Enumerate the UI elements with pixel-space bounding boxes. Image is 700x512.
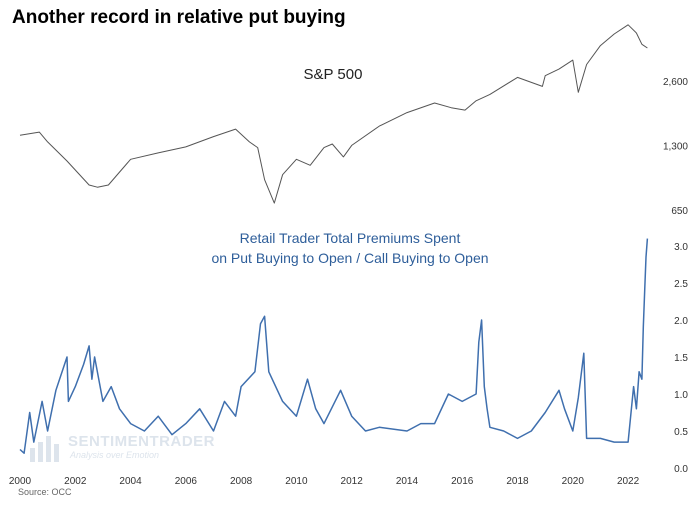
x-tick-label: 2008 [230, 476, 253, 487]
ratio-y-tick-label: 1.0 [674, 390, 688, 401]
spx-panel-label: S&P 500 [304, 66, 363, 83]
ratio-y-tick-label: 2.5 [674, 279, 688, 290]
spx-series-line [19, 24, 648, 204]
x-tick-label: 2006 [175, 476, 198, 487]
chart-title: Another record in relative put buying [12, 7, 346, 28]
ratio-y-tick-label: 2.0 [674, 316, 688, 327]
x-tick-label: 2018 [506, 476, 529, 487]
x-tick-label: 2022 [617, 476, 640, 487]
x-tick-label: 2020 [562, 476, 585, 487]
ratio-y-tick-label: 3.0 [674, 242, 688, 253]
x-tick-label: 2004 [119, 476, 142, 487]
watermark-tagline: Analysis over Emotion [70, 450, 160, 460]
x-tick-label: 2014 [396, 476, 419, 487]
watermark-name: SENTIMENTRADER [68, 433, 216, 450]
spx-y-tick-label: 2,600 [663, 77, 688, 88]
source-note: Source: OCC [18, 487, 72, 497]
ratio-y-tick-label: 0.5 [674, 427, 688, 438]
spx-panel: 650 1,300 2,600 S&P 500 [19, 24, 688, 217]
x-tick-label: 2000 [9, 476, 32, 487]
x-tick-label: 2002 [64, 476, 87, 487]
spx-y-tick-label: 1,300 [663, 141, 688, 152]
x-tick-label: 2010 [285, 476, 308, 487]
ratio-panel-label: Retail Trader Total Premiums Spent on Put… [211, 230, 488, 266]
ratio-y-tick-label: 1.5 [674, 353, 688, 364]
sentimentrader-logo-icon [28, 434, 62, 469]
ratio-y-tick-label: 0.0 [674, 464, 688, 475]
x-tick-label: 2016 [451, 476, 474, 487]
spx-y-tick-label: 650 [671, 206, 688, 217]
ratio-series-line [19, 238, 649, 454]
ratio-panel: 0.0 0.5 1.0 1.5 2.0 2.5 3.0 Retail Trader Total… [19, 230, 688, 475]
x-axis: 2000 2002 2004 2006 2008 2010 2012 2014 2016 2018… [9, 476, 640, 487]
x-tick-label: 2012 [341, 476, 364, 487]
